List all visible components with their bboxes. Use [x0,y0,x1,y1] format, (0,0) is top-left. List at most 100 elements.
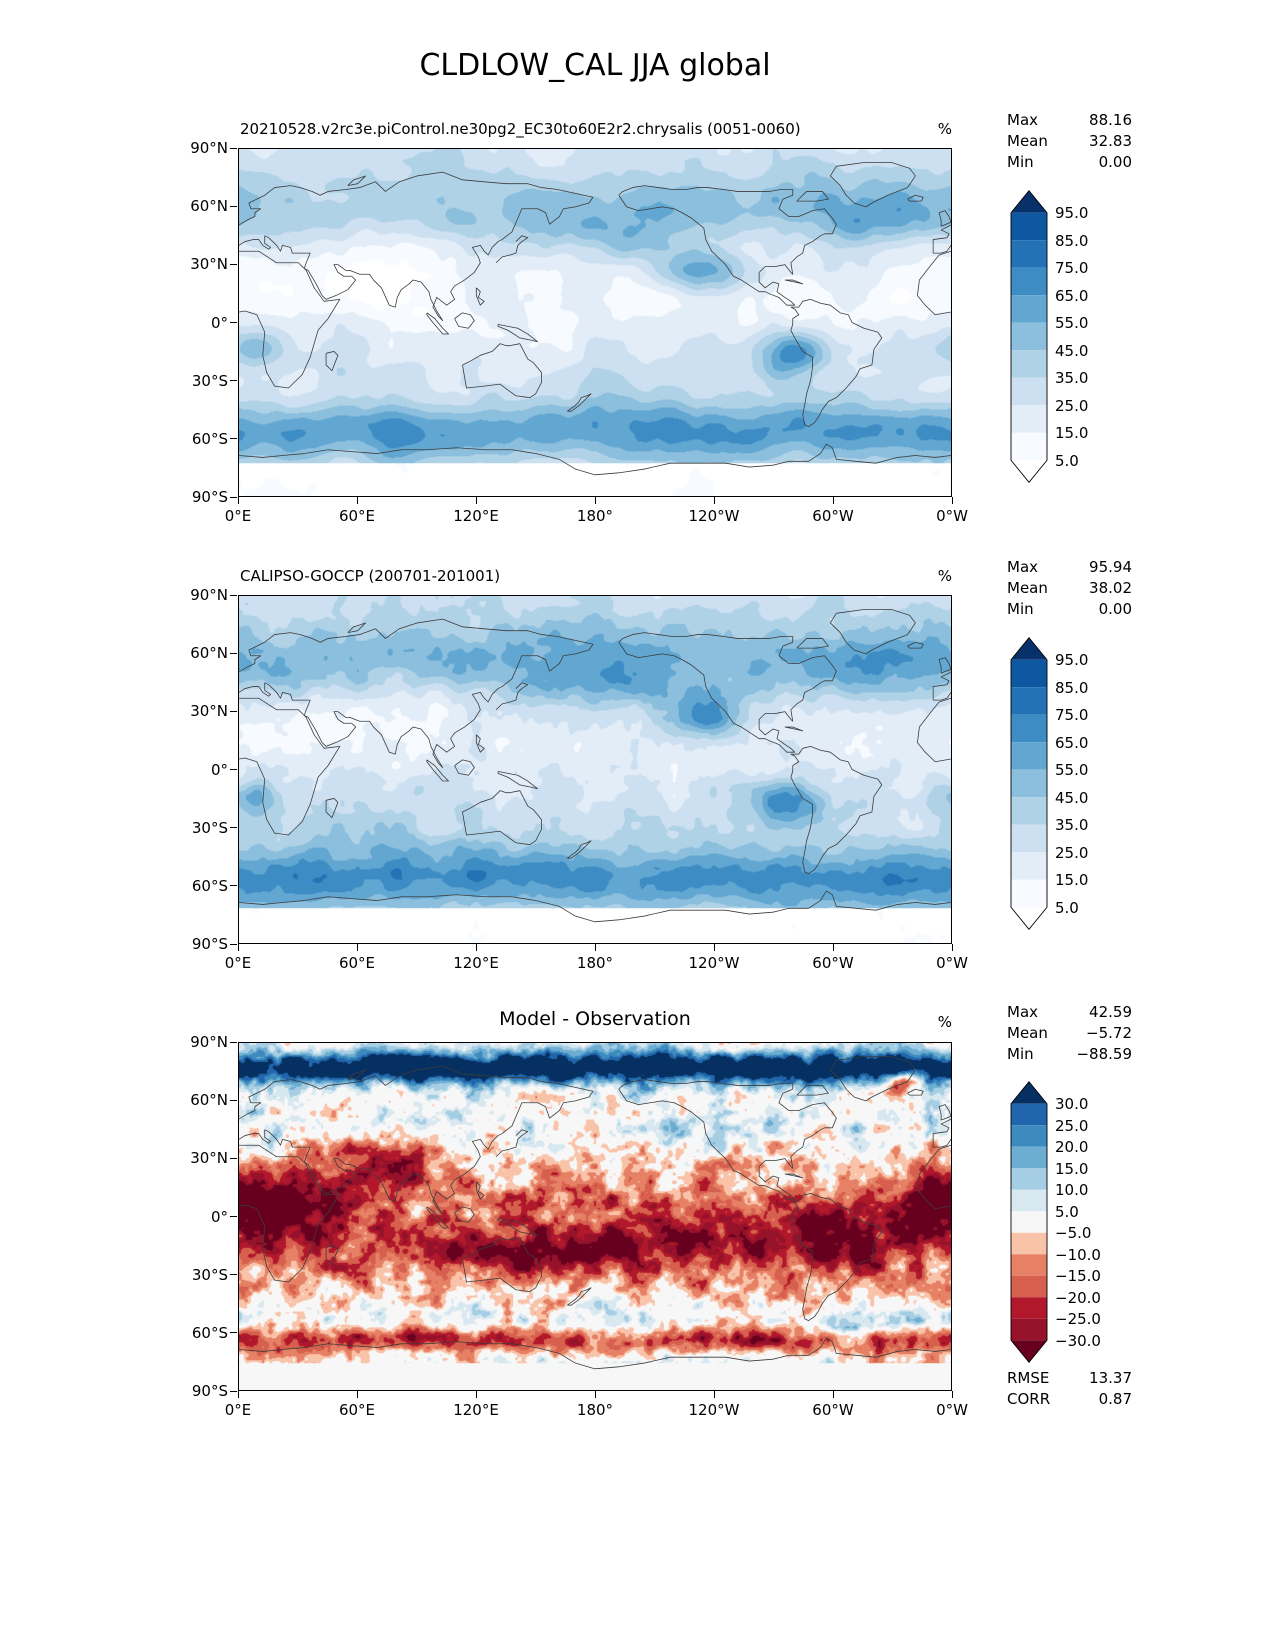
y-tick-label: 60°N [190,197,228,216]
panel1-stats: Max 88.16 Mean 32.83 Min 0.00 [1007,110,1132,173]
y-tick-mark [230,885,237,887]
colorbar-band [1011,1232,1047,1255]
y-tick-label: 90°N [190,586,228,604]
x-tick-mark [951,1391,953,1398]
colorbar-tick-label: −5.0 [1055,1224,1092,1242]
colorbar-band [1011,797,1047,825]
stat-label: Max [1007,1003,1039,1021]
metric-row: CORR 0.87 [1007,1389,1132,1410]
panel1-header: 20210528.v2rc3e.piControl.ne30pg2_EC30to… [238,120,952,142]
x-tick-mark [237,497,239,504]
x-tick-label: 180° [576,507,614,525]
stat-value: 0.00 [1098,600,1132,618]
x-tick-mark [832,497,834,504]
stat-row: Max 42.59 [1007,1002,1132,1023]
colorbar-band [1011,240,1047,268]
x-tick-label: 60°W [812,507,854,525]
panel1-coastlines [239,162,951,476]
colorbar-band [1011,879,1047,908]
colorbar-tick-label: 25.0 [1055,1116,1089,1135]
colorbar-band [1011,267,1047,296]
panel2-field-canvas [239,596,951,943]
x-tick-label: 120°W [688,1401,740,1419]
colorbar-tick-label: 15.0 [1055,871,1089,889]
colorbar-band [1011,212,1047,241]
panel2-header: CALIPSO-GOCCP (200701-201001) % [238,567,952,589]
x-tick-mark [475,1391,477,1398]
stat-row: Mean −5.72 [1007,1023,1132,1044]
panel3-title: Model - Observation [499,1008,691,1030]
y-tick-mark [230,1041,237,1043]
colorbar-tick-label: 75.0 [1055,706,1089,724]
stat-value: 0.00 [1098,153,1132,171]
colorbar-extend-max [1011,1081,1047,1104]
colorbar-extend-min [1011,907,1047,930]
x-tick-label: 180° [576,954,614,972]
coastline-path [239,162,951,476]
coastline-path [239,609,951,923]
stat-row: Mean 32.83 [1007,131,1132,152]
x-tick-mark [237,944,239,951]
colorbar-tick-label: 45.0 [1055,341,1089,360]
colorbar-tick-label: 55.0 [1055,761,1089,779]
colorbar-band [1011,824,1047,853]
y-tick-mark [230,438,237,440]
x-tick-label: 120°W [688,507,740,525]
metric-label: CORR [1007,1390,1051,1408]
y-tick-label: 30°N [190,255,228,274]
stat-row: Min 0.00 [1007,599,1132,620]
colorbar-tick-label: 5.0 [1055,1202,1079,1221]
stat-value: 42.59 [1089,1003,1132,1021]
x-tick-mark [832,1391,834,1398]
y-tick-mark [230,496,237,498]
coastline-path [239,1056,951,1370]
panel3-units-label: % [937,1013,952,1031]
figure-title: CLDLOW_CAL JJA global [419,48,771,83]
panel2-stats: Max 95.94 Mean 38.02 Min 0.00 [1007,557,1132,620]
colorbar-tick-label: 10.0 [1055,1181,1089,1199]
x-tick-mark [475,497,477,504]
colorbar-band [1011,432,1047,461]
colorbar-band [1011,1275,1047,1298]
colorbar-band [1011,1318,1047,1341]
stat-row: Min 0.00 [1007,152,1132,173]
x-tick-label: 0°E [224,507,252,525]
stat-label: Mean [1007,132,1048,150]
y-tick-label: 60°S [191,429,228,448]
y-tick-mark [230,1274,237,1276]
y-tick-label: 60°S [191,1323,228,1342]
colorbar-tick-label: 55.0 [1055,314,1089,332]
colorbar-band [1011,377,1047,406]
y-tick-mark [230,147,237,149]
stat-value: −88.59 [1076,1045,1132,1063]
colorbar-tick-label: 20.0 [1055,1138,1089,1156]
y-tick-label: 90°S [191,488,228,506]
x-tick-mark [356,1391,358,1398]
colorbar-tick-label: −10.0 [1055,1245,1101,1264]
colorbar-tick-label: 75.0 [1055,259,1089,277]
x-tick-mark [594,944,596,951]
y-tick-mark [230,769,237,770]
stat-value: −5.72 [1086,1024,1132,1042]
x-tick-label: 120°W [688,954,740,972]
stat-label: Mean [1007,579,1048,597]
y-tick-label: 60°N [190,1091,228,1110]
x-tick-label: 0°W [936,507,968,525]
x-tick-label: 60°E [338,507,376,525]
y-tick-label: 90°N [190,1033,228,1051]
x-tick-mark [356,944,358,951]
stat-label: Min [1007,1045,1034,1063]
colorbar-tick-label: 5.0 [1055,898,1079,917]
colorbar-band [1011,1254,1047,1276]
y-tick-mark [230,380,237,382]
x-tick-label: 60°E [338,1401,376,1419]
colorbar [1010,190,1048,483]
y-tick-mark [230,594,237,596]
y-tick-mark [230,1216,237,1217]
colorbar-tick-label: −20.0 [1055,1288,1101,1307]
colorbar-band [1011,852,1047,880]
colorbar-tick-label: −30.0 [1055,1331,1101,1350]
colorbar-tick-label: 25.0 [1055,396,1089,415]
x-tick-label: 60°W [812,954,854,972]
